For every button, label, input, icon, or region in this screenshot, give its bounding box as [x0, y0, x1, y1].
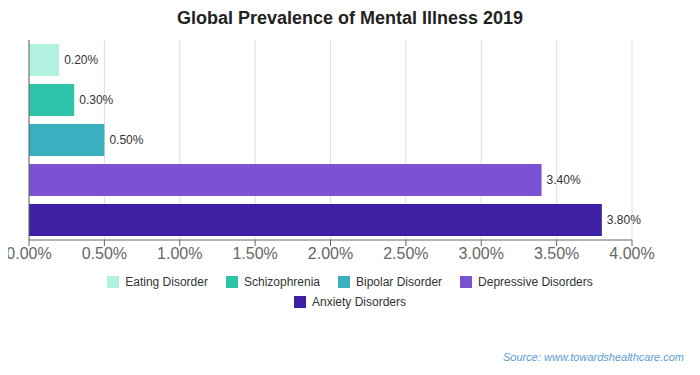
- svg-text:0.20%: 0.20%: [64, 53, 98, 67]
- svg-text:4.00%: 4.00%: [609, 245, 654, 262]
- svg-text:1.50%: 1.50%: [232, 245, 277, 262]
- html-text:Bipolar Disorder: Bipolar Disorder: [356, 275, 443, 289]
- svg-text:3.50%: 3.50%: [534, 245, 579, 262]
- svg-text:1.00%: 1.00%: [157, 245, 202, 262]
- html-text:Global Prevalence of Mental Il: Global Prevalence of Mental Illness 2019: [176, 8, 524, 28]
- svg-text:0.30%: 0.30%: [79, 93, 113, 107]
- svg-text:2.50%: 2.50%: [383, 245, 428, 262]
- svg-text:0.00%: 0.00%: [8, 245, 52, 262]
- html-text:Anxiety Disorders: Anxiety Disorders: [312, 295, 406, 309]
- svg-text:2.00%: 2.00%: [308, 245, 353, 262]
- svg-text:0.50%: 0.50%: [82, 245, 127, 262]
- html-text:Eating Disorder: Eating Disorder: [125, 275, 208, 289]
- svg-text:0.50%: 0.50%: [109, 133, 143, 147]
- svg-text:3.00%: 3.00%: [459, 245, 504, 262]
- svg-text:3.40%: 3.40%: [547, 173, 581, 187]
- svg-text:3.80%: 3.80%: [607, 213, 641, 227]
- html-text:Depressive Disorders: Depressive Disorders: [478, 275, 593, 289]
- html-text:Schizophrenia: Schizophrenia: [244, 275, 320, 289]
- html-text:Source: www.towardshealthcare.: Source: www.towardshealthcare.com: [503, 351, 684, 363]
